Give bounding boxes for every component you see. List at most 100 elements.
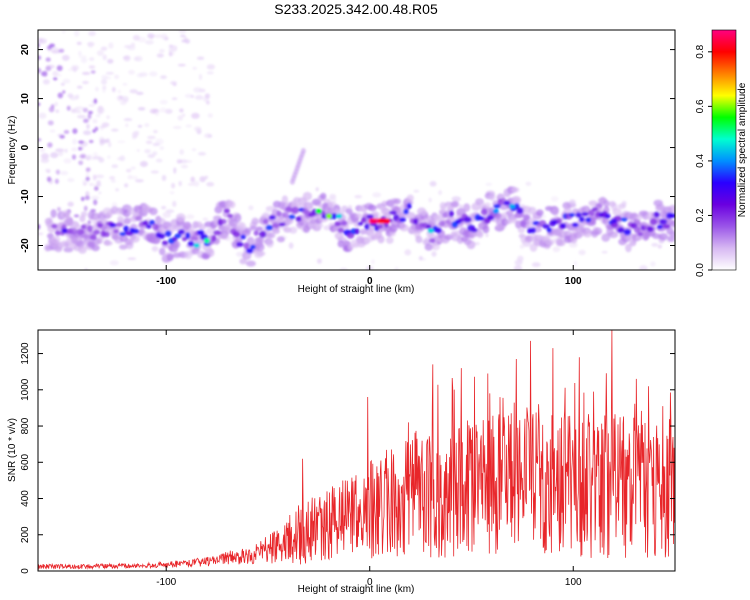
heatmap-cell [172, 126, 182, 129]
heatmap-cell [85, 176, 90, 181]
heatmap-cell [623, 229, 632, 236]
heatmap-cell [444, 234, 454, 240]
heatmap-cell [103, 240, 113, 246]
heatmap-cell [129, 89, 138, 94]
heatmap-cell [655, 203, 665, 211]
heatmap-cell [89, 57, 95, 61]
heatmap-cell [371, 259, 375, 265]
heatmap-cell [78, 160, 84, 166]
colorbar-tick-label: 0.2 [695, 208, 706, 222]
heatmap-y-tick-label: -10 [20, 189, 31, 204]
heatmap-cell [404, 249, 412, 256]
heatmap-cell [418, 255, 423, 261]
heatmap-cell [103, 76, 112, 80]
heatmap-cell [122, 82, 128, 86]
heatmap-cell [87, 110, 94, 115]
heatmap-cell [144, 123, 150, 128]
heatmap-cell [251, 217, 259, 226]
heatmap-cell [177, 229, 185, 235]
heatmap-cell [208, 248, 215, 257]
heatmap-cell [267, 232, 276, 239]
heatmap-cell [95, 174, 105, 179]
heatmap-cell [111, 86, 116, 93]
heatmap-cell [49, 43, 55, 48]
heatmap-cell [243, 242, 250, 250]
snr-x-tick-label: 100 [565, 577, 582, 588]
heatmap-cell [585, 217, 592, 223]
heatmap-cell [203, 238, 210, 244]
colorbar-gradient [711, 29, 737, 271]
heatmap-cell [509, 203, 516, 209]
heatmap-cell [519, 244, 525, 249]
heatmap-cell [86, 123, 90, 130]
heatmap-cell [249, 244, 256, 250]
heatmap-cell [198, 73, 203, 81]
heatmap-cell [150, 170, 159, 174]
snr-y-tick-label: 800 [20, 417, 31, 434]
heatmap-x-tick-label: -100 [156, 276, 176, 287]
heatmap-cell [505, 210, 514, 216]
heatmap-cell [62, 78, 71, 84]
heatmap-cell [315, 187, 319, 192]
heatmap-cell [193, 87, 202, 93]
heatmap-cell [238, 222, 247, 232]
heatmap-cell [525, 181, 532, 186]
heatmap-cell [202, 217, 209, 221]
heatmap-cell [388, 210, 397, 215]
heatmap-cell [259, 231, 267, 238]
heatmap-cell [60, 170, 69, 176]
heatmap-cell [150, 33, 156, 38]
heatmap-cell [234, 213, 242, 223]
heatmap-cell [475, 198, 484, 205]
heatmap-cell [80, 211, 88, 217]
heatmap-cell [145, 140, 153, 145]
heatmap-cell [649, 218, 658, 226]
heatmap-cell [101, 122, 110, 128]
heatmap-cell [45, 57, 51, 62]
heatmap-cell [50, 46, 60, 53]
heatmap-x-label: Height of straight line (km) [298, 284, 415, 295]
heatmap-cell [113, 229, 120, 234]
snr-panel: -100 0 100 0 200 400 600 800 1000 1200 Height of… [7, 329, 676, 595]
heatmap-cell [257, 235, 265, 244]
heatmap-cell [482, 225, 490, 234]
heatmap-cell [276, 236, 285, 243]
heatmap-cell [165, 209, 175, 214]
heatmap-cell [158, 247, 166, 256]
heatmap-cell [145, 40, 154, 45]
heatmap-cell [130, 235, 140, 243]
heatmap-cell [336, 213, 343, 219]
heatmap-cell [206, 182, 215, 187]
heatmap-cell [72, 138, 78, 145]
heatmap-cell [183, 160, 193, 163]
heatmap-cell [132, 228, 140, 234]
heatmap-cell [278, 222, 286, 227]
heatmap-cell [653, 211, 660, 218]
colorbar-tick-label: 0.0 [695, 263, 706, 277]
heatmap-cell [568, 212, 576, 217]
heatmap-cell [98, 191, 102, 195]
heatmap-cell [282, 212, 289, 218]
heatmap-cell [77, 245, 87, 254]
heatmap-cell [266, 239, 274, 248]
heatmap-cell [137, 124, 143, 128]
heatmap-cell [503, 200, 511, 206]
heatmap-cell [164, 108, 173, 114]
heatmap-cell [119, 155, 126, 162]
heatmap-cell [110, 179, 116, 183]
heatmap-cell [39, 147, 46, 153]
heatmap-cell [154, 34, 163, 39]
heatmap-cell [207, 134, 213, 138]
snr-y-tick-label: 0 [20, 568, 31, 574]
heatmap-cell [75, 106, 84, 110]
heatmap-cell [162, 211, 172, 218]
heatmap-cell [346, 232, 355, 239]
heatmap-cell [130, 42, 136, 48]
heatmap-y-label: Frequency (Hz) [7, 116, 18, 185]
heatmap-cell [285, 206, 293, 213]
heatmap-cell [285, 217, 294, 225]
heatmap-cell [43, 70, 48, 77]
heatmap-cell [119, 244, 128, 250]
heatmap-cell [92, 174, 97, 181]
heatmap-cell [168, 47, 173, 53]
